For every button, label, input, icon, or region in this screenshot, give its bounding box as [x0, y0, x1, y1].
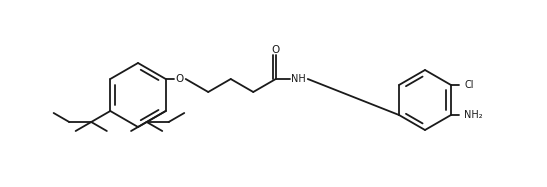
Text: NH₂: NH₂ — [464, 110, 482, 120]
Text: NH: NH — [292, 74, 306, 84]
Text: O: O — [176, 74, 184, 84]
Text: O: O — [272, 45, 280, 55]
Text: Cl: Cl — [464, 80, 474, 90]
